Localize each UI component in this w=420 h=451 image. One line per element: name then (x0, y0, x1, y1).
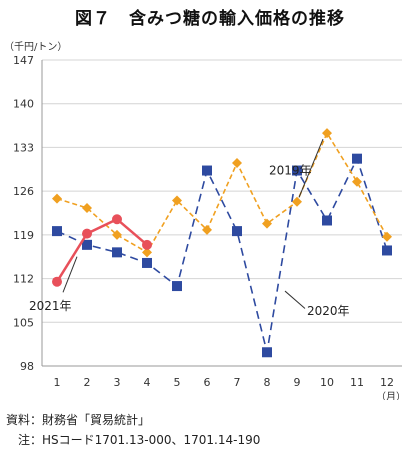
axes (41, 60, 402, 367)
series-annotations: 2019年 2020年 2021年 (29, 138, 350, 318)
x-tick-label: 1 (54, 376, 61, 389)
data-point-marker (232, 226, 242, 237)
x-tick-labels: 1 2 3 4 5 6 7 8 9 10 11 12（月） (54, 376, 407, 400)
data-point-marker (352, 176, 362, 187)
data-point-marker (232, 158, 242, 169)
data-point-marker (52, 226, 62, 237)
data-point-marker (202, 224, 212, 235)
data-point-marker (292, 165, 302, 176)
x-tick-label: 3 (114, 376, 121, 389)
data-point-marker (322, 215, 332, 226)
data-point-marker (142, 257, 152, 268)
x-tick-label: 7 (234, 376, 241, 389)
chart-title: 図７ 含みつ糖の輸入価格の推移 (75, 9, 345, 29)
series-line-2019年 (56, 131, 388, 254)
x-tick-label: 6 (204, 376, 211, 389)
y-tick-label: 105 (13, 316, 34, 329)
data-point-marker (142, 247, 152, 258)
y-tick-labels: 98 105 112 119 126 133 140 147 (13, 54, 34, 373)
grid-lines (42, 59, 402, 323)
y-tick-label: 112 (13, 273, 34, 286)
series-group (52, 128, 392, 358)
y-tick-label: 140 (13, 98, 34, 111)
x-tick-label: 4 (144, 376, 151, 389)
annotation-2020: 2020年 (307, 304, 350, 318)
data-point-marker (172, 281, 182, 292)
data-point-marker (52, 276, 62, 287)
data-point-marker (292, 196, 302, 207)
y-tick-label: 126 (13, 185, 34, 198)
data-point-marker (262, 347, 272, 358)
data-point-marker (352, 153, 362, 164)
x-tick-label: 11 (350, 376, 364, 389)
source-note: 資料：財務省「貿易統計」 (6, 413, 151, 427)
annotation-leader (62, 256, 78, 293)
x-tick-label: 5 (174, 376, 181, 389)
x-tick-label: 10 (320, 376, 334, 389)
data-point-marker (52, 193, 62, 204)
chart-notes: 資料：財務省「貿易統計」 注：HSコード1701.13-000、1701.14-… (6, 410, 260, 450)
footnote: 注：HSコード1701.13-000、1701.14-190 (18, 433, 261, 447)
x-tick-label: 12 (380, 376, 394, 389)
data-point-marker (82, 203, 92, 214)
data-point-marker (322, 128, 332, 139)
annotation-2021: 2021年 (29, 299, 72, 313)
data-point-marker (112, 247, 122, 258)
x-tick-label: 2 (84, 376, 91, 389)
y-tick-label: 98 (20, 360, 34, 373)
x-axis-unit-label: （月） (376, 391, 406, 400)
annotation-2019: 2019年 (269, 163, 312, 177)
data-point-marker (262, 218, 272, 229)
data-point-marker (82, 239, 92, 250)
data-point-marker (112, 229, 122, 240)
annotation-leader (284, 290, 306, 309)
data-point-marker (382, 231, 392, 242)
data-point-marker (202, 165, 212, 176)
data-point-marker (82, 228, 92, 239)
annotation-leader (298, 138, 324, 198)
x-tick-label: 8 (264, 376, 271, 389)
y-axis-unit-label: （千円/トン） (4, 42, 68, 53)
data-point-marker (172, 195, 182, 206)
data-point-marker (142, 239, 152, 250)
series-line-2021年 (55, 217, 148, 283)
x-tick-label: 9 (294, 376, 301, 389)
y-tick-label: 119 (13, 229, 34, 242)
series-line-2020年 (56, 156, 388, 353)
y-tick-label: 147 (13, 54, 34, 67)
y-tick-label: 133 (13, 141, 34, 154)
data-point-marker (382, 245, 392, 256)
data-point-marker (112, 214, 122, 225)
